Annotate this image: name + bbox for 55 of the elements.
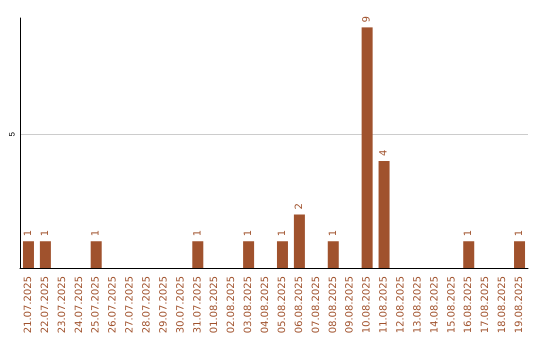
data-label: 1 bbox=[463, 230, 474, 236]
x-tick-label: 10.08.2025 bbox=[362, 276, 373, 334]
data-label: 1 bbox=[40, 230, 51, 236]
bar bbox=[378, 161, 390, 268]
x-tick-label: 13.08.2025 bbox=[412, 276, 424, 334]
x-tick-label: 09.08.2025 bbox=[344, 276, 356, 334]
bar bbox=[463, 241, 474, 268]
x-tick-label: 29.07.2025 bbox=[158, 276, 170, 334]
bar bbox=[90, 241, 102, 268]
x-tick-label: 05.08.2025 bbox=[276, 276, 288, 334]
x-tick-label: 30.07.2025 bbox=[175, 276, 186, 334]
data-label: 1 bbox=[328, 230, 339, 236]
data-label: 1 bbox=[192, 230, 204, 236]
y-tick-label: 5 bbox=[8, 132, 16, 137]
x-tick-label: 12.08.2025 bbox=[396, 276, 406, 334]
x-tick-label: 24.07.2025 bbox=[74, 276, 85, 334]
x-tick-label: 27.07.2025 bbox=[124, 276, 136, 334]
bar bbox=[294, 214, 305, 268]
x-tick-label: 14.08.2025 bbox=[429, 276, 440, 334]
data-label: 1 bbox=[90, 230, 102, 236]
x-tick-label: 15.08.2025 bbox=[446, 276, 458, 334]
bar bbox=[243, 241, 254, 268]
x-tick-label: 11.08.2025 bbox=[378, 276, 390, 334]
x-tick-label: 08.08.2025 bbox=[328, 276, 339, 334]
data-label: 2 bbox=[294, 203, 305, 210]
data-label: 1 bbox=[22, 230, 34, 236]
x-tick-label: 28.07.2025 bbox=[142, 276, 152, 334]
bar bbox=[40, 241, 51, 268]
x-tick-label: 25.07.2025 bbox=[90, 276, 102, 334]
x-tick-label: 06.08.2025 bbox=[294, 276, 305, 334]
x-tick-label: 03.08.2025 bbox=[243, 276, 254, 334]
x-tick-label: 26.07.2025 bbox=[108, 276, 119, 334]
x-tick-label: 31.07.2025 bbox=[192, 276, 204, 334]
bar bbox=[514, 241, 526, 268]
bar bbox=[22, 241, 34, 268]
data-label: 9 bbox=[362, 16, 373, 22]
x-tick-label: 16.08.2025 bbox=[463, 276, 474, 334]
data-label: 1 bbox=[243, 230, 254, 236]
bar bbox=[328, 241, 339, 268]
x-tick-label: 17.08.2025 bbox=[480, 276, 492, 334]
x-tick-label: 18.08.2025 bbox=[497, 276, 508, 334]
x-tick-label: 04.08.2025 bbox=[260, 276, 272, 334]
data-label: 1 bbox=[514, 230, 526, 236]
x-tick-label: 19.08.2025 bbox=[514, 276, 526, 334]
data-label: 1 bbox=[276, 230, 288, 236]
bar bbox=[192, 241, 204, 268]
x-tick-label: 07.08.2025 bbox=[310, 276, 322, 334]
x-tick-label: 23.07.2025 bbox=[56, 276, 68, 334]
x-tick-label: 02.08.2025 bbox=[226, 276, 238, 334]
bar bbox=[362, 27, 373, 268]
x-tick-label: 22.07.2025 bbox=[40, 276, 51, 334]
bar bbox=[276, 241, 288, 268]
data-label: 4 bbox=[378, 150, 390, 156]
x-tick-label: 21.07.2025 bbox=[22, 276, 34, 334]
x-tick-label: 01.08.2025 bbox=[209, 276, 220, 334]
